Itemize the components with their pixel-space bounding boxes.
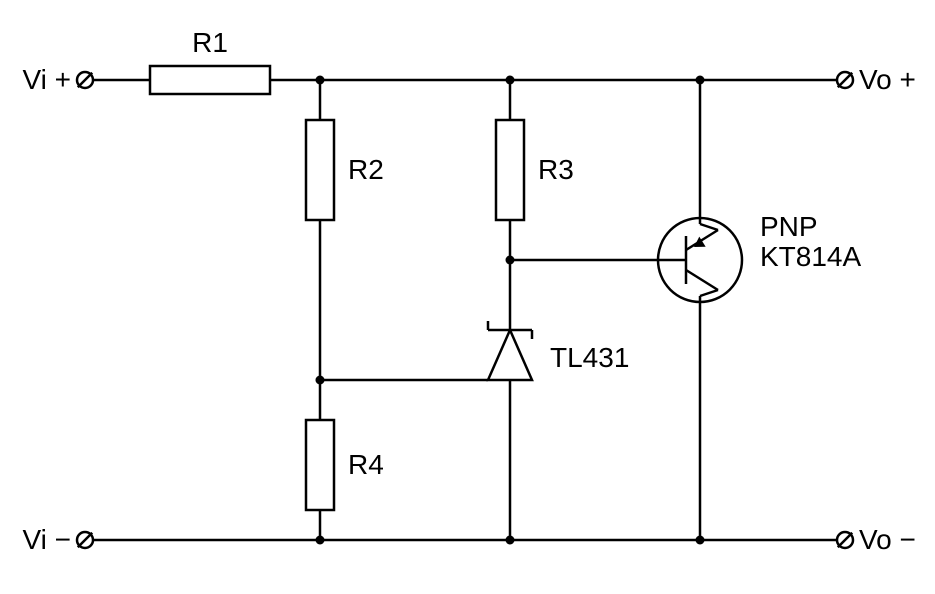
- node-col1-bot: [316, 536, 325, 545]
- node-col2-top: [506, 76, 515, 85]
- label-r1: R1: [192, 27, 228, 58]
- label-tl431: TL431: [550, 342, 629, 373]
- node-base: [506, 256, 515, 265]
- node-col3-bot: [696, 536, 705, 545]
- label-vi-plus: Vi +: [22, 64, 71, 95]
- label-r3: R3: [538, 154, 574, 185]
- resistor-r1: [150, 66, 270, 94]
- label-vo-minus: Vo −: [859, 524, 916, 555]
- label-pnp-1: PNP: [760, 211, 818, 242]
- node-ref: [316, 376, 325, 385]
- label-vo-plus: Vo +: [859, 64, 916, 95]
- node-col3-top: [696, 76, 705, 85]
- label-r2: R2: [348, 154, 384, 185]
- label-pnp-2: KT814A: [760, 241, 861, 272]
- label-r4: R4: [348, 449, 384, 480]
- resistor-r2: [306, 120, 334, 220]
- node-col2-bot: [506, 536, 515, 545]
- node-col1-top: [316, 76, 325, 85]
- tl431-symbol: [488, 330, 532, 380]
- resistor-r3: [496, 120, 524, 220]
- label-vi-minus: Vi −: [22, 524, 71, 555]
- resistor-r4: [306, 420, 334, 510]
